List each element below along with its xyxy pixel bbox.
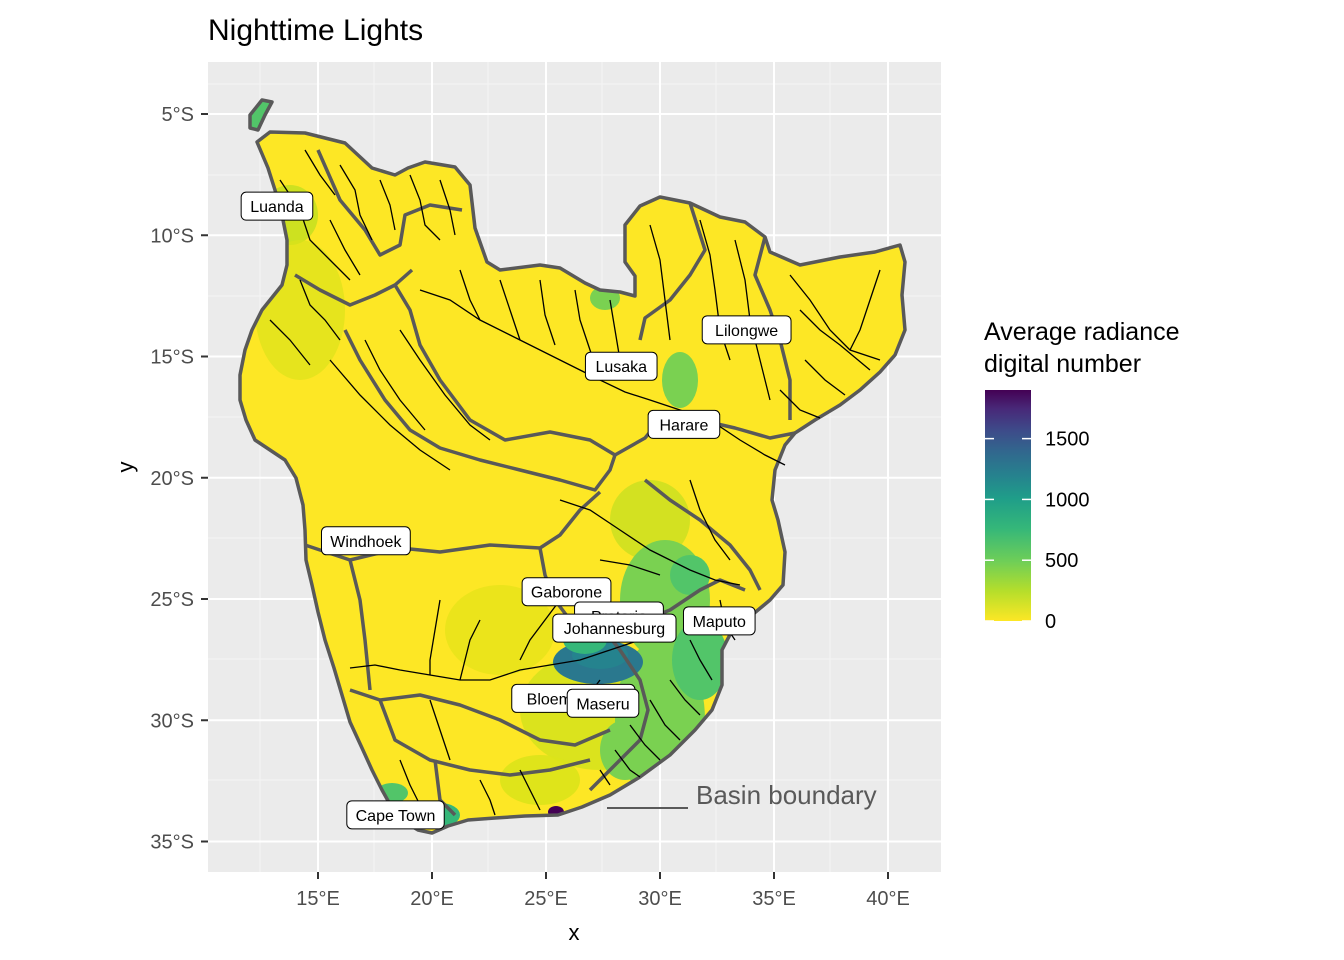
- city-label-text: Maputo: [693, 614, 746, 631]
- city-label-lusaka: Lusaka: [584, 351, 658, 381]
- annotation-text: Basin boundary: [696, 780, 877, 810]
- city-label-text: Gaborone: [531, 585, 602, 602]
- legend-title-line-2: digital number: [984, 350, 1141, 378]
- x-tick-label: 20°E: [410, 888, 454, 910]
- city-label-cape-town: Cape Town: [346, 800, 445, 830]
- legend-tick-label: 500: [1045, 550, 1078, 572]
- y-tick-label: 15°S: [150, 347, 194, 369]
- city-label-gaborone: Gaborone: [521, 577, 612, 607]
- city-label-harare: Harare: [647, 409, 721, 439]
- city-labels: Luanda Lilongwe Lusaka Harare Windhoek Gaboro…: [240, 191, 792, 830]
- city-label-box: [521, 577, 612, 607]
- y-tick-label: 25°S: [150, 589, 194, 611]
- city-label-lilongwe: Lilongwe: [701, 315, 792, 345]
- x-axis: 15°E 20°E 25°E 30°E 35°E 40°E: [296, 872, 910, 910]
- city-label-box: [647, 409, 721, 439]
- colorbar-legend: Average radiance digital number 0 500 1000…: [984, 318, 1180, 633]
- x-tick-label: 30°E: [638, 888, 682, 910]
- city-label-box: [682, 606, 756, 636]
- y-tick-label: 5°S: [162, 104, 194, 126]
- y-tick-label: 10°S: [150, 225, 194, 247]
- x-tick-label: 15°E: [296, 888, 340, 910]
- city-label-text: Luanda: [250, 199, 303, 216]
- city-label-box: [566, 688, 640, 718]
- y-tick-label: 30°S: [150, 710, 194, 732]
- city-label-text: Johannesburg: [564, 621, 665, 638]
- y-tick-label: 35°S: [150, 832, 194, 854]
- legend-tick-label: 1500: [1045, 429, 1090, 451]
- city-label-maputo: Maputo: [682, 606, 756, 636]
- y-axis: 5°S 10°S 15°S 20°S 25°S 30°S 35°S: [150, 104, 208, 854]
- city-label-box: [240, 191, 314, 221]
- city-label-luanda: Luanda: [240, 191, 314, 221]
- city-label-text: Lilongwe: [715, 323, 778, 340]
- legend-title-line-1: Average radiance: [984, 318, 1180, 346]
- city-label-box: [552, 613, 677, 643]
- legend-tick-label: 0: [1045, 611, 1056, 633]
- legend-tick-label: 1000: [1045, 489, 1090, 511]
- x-tick-label: 40°E: [866, 888, 910, 910]
- x-tick-label: 35°E: [752, 888, 796, 910]
- city-label-text: Maseru: [576, 696, 629, 713]
- y-axis-title: y: [113, 462, 138, 473]
- city-label-text: Lusaka: [595, 359, 647, 376]
- city-label-text: Windhoek: [330, 534, 402, 551]
- city-label-maseru: Maseru: [566, 688, 640, 718]
- map-title: Nighttime Lights: [208, 14, 423, 47]
- y-tick-label: 20°S: [150, 468, 194, 490]
- city-label-box: [584, 351, 658, 381]
- x-axis-title: x: [569, 920, 580, 945]
- city-label-box: [320, 526, 411, 556]
- colorbar: [985, 390, 1031, 621]
- city-label-text: Harare: [659, 417, 708, 434]
- city-label-text: Cape Town: [356, 808, 436, 825]
- city-label-box: [346, 800, 445, 830]
- city-label-johannesburg: Johannesburg: [552, 613, 677, 643]
- city-label-windhoek: Windhoek: [320, 526, 411, 556]
- x-tick-label: 25°E: [524, 888, 568, 910]
- basin-boundary-annotation: Basin boundary: [607, 780, 877, 810]
- city-label-box: [701, 315, 792, 345]
